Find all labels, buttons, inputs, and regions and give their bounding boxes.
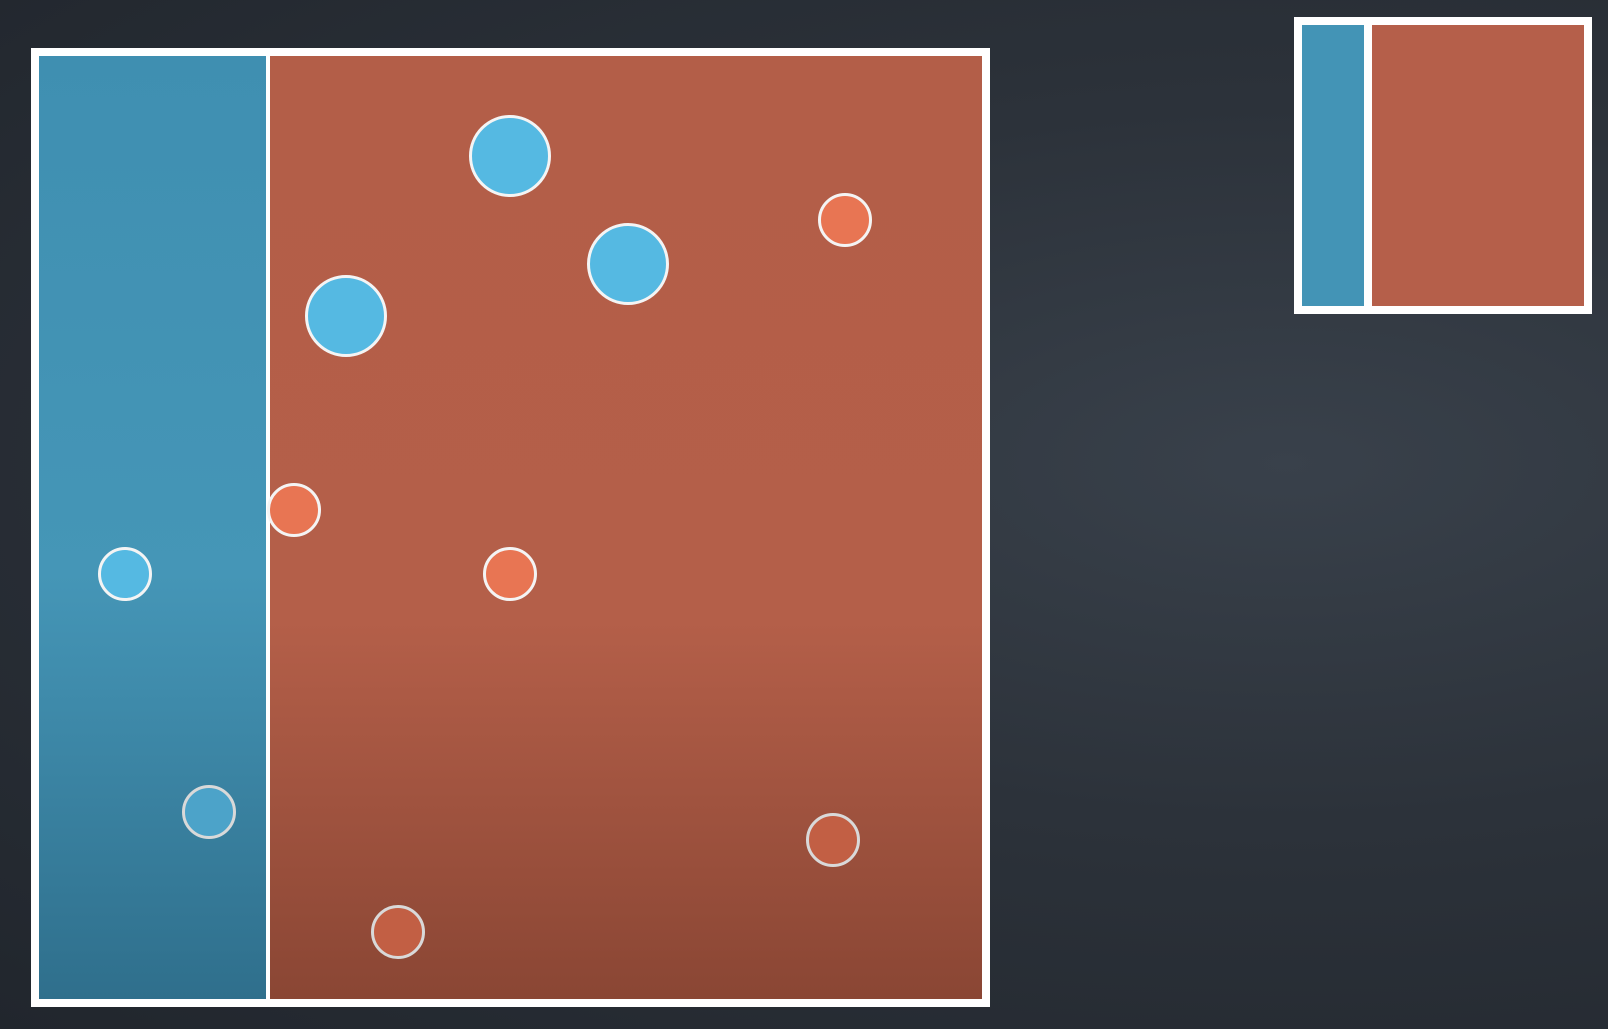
thumbnail-partition-panel — [1294, 17, 1592, 314]
blue-region — [39, 56, 266, 999]
decision-boundary-line — [266, 56, 271, 999]
orange-data-point — [267, 483, 321, 537]
blue-data-point — [98, 547, 152, 601]
thumbnail-boundary-line — [1364, 25, 1372, 306]
orange-data-point — [806, 813, 860, 867]
orange-data-point — [818, 193, 872, 247]
thumbnail-red-region — [1372, 25, 1584, 306]
blue-data-point — [305, 275, 387, 357]
orange-data-point — [483, 547, 537, 601]
blue-data-point — [182, 785, 236, 839]
blue-data-point — [469, 115, 551, 197]
thumbnail-blue-region — [1302, 25, 1364, 306]
blue-data-point — [587, 223, 669, 305]
main-decision-region-panel — [31, 48, 990, 1007]
orange-data-point — [371, 905, 425, 959]
red-region — [270, 56, 982, 999]
